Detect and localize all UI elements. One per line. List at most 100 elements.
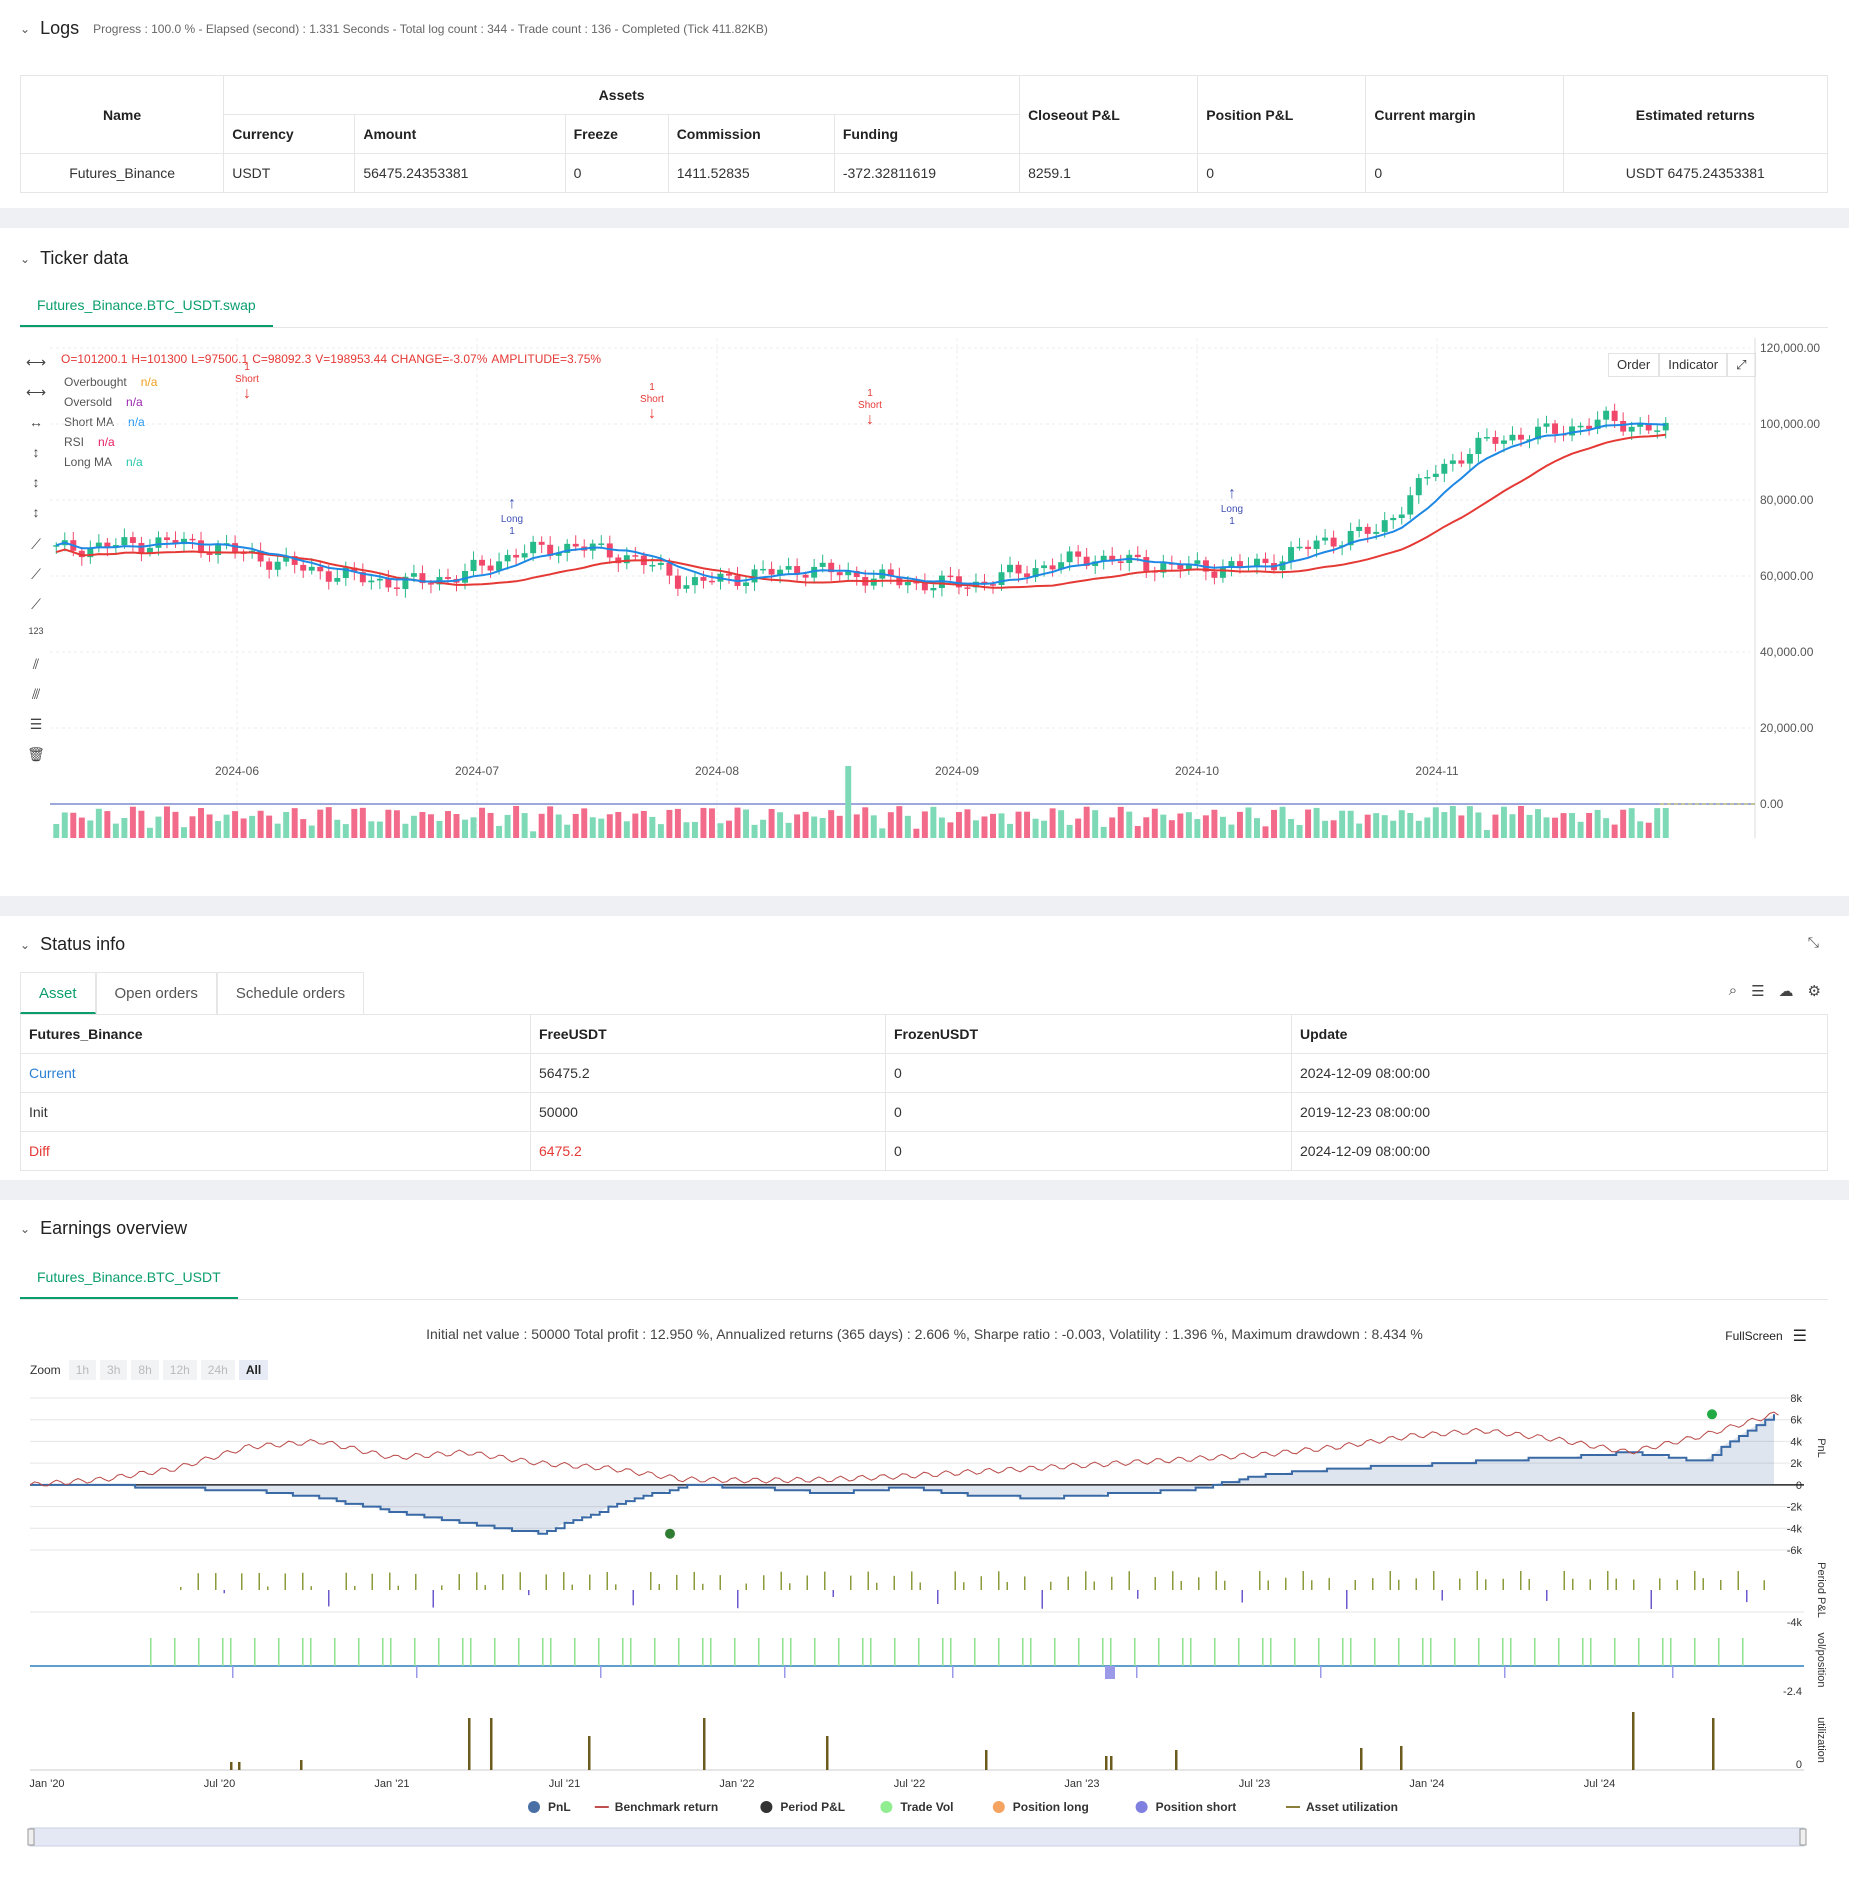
volume-bar xyxy=(1509,814,1516,838)
period-bar xyxy=(241,1573,243,1590)
period-bar xyxy=(1676,1579,1678,1590)
util-bar xyxy=(1632,1712,1635,1770)
legend-item[interactable]: Position long xyxy=(992,1800,1089,1814)
chevron-down-icon[interactable]: ⌄ xyxy=(20,251,31,266)
chevron-down-icon[interactable]: ⌄ xyxy=(20,937,31,952)
legend-item[interactable]: Long MA n/a xyxy=(64,452,157,472)
candle-body xyxy=(1313,540,1320,549)
zoom-3h[interactable]: 3h xyxy=(100,1360,128,1380)
legend-item[interactable]: Trade Vol xyxy=(880,1800,954,1814)
signal-qty: 1 xyxy=(509,526,515,537)
zoom-12h[interactable]: 12h xyxy=(162,1360,197,1380)
tab-asset[interactable]: Asset xyxy=(20,972,96,1014)
hamburger-icon[interactable]: ☰ xyxy=(1792,1328,1807,1345)
vertical-ray-icon[interactable]: ↕ xyxy=(32,444,40,460)
candle-body xyxy=(990,584,996,586)
volume-bar xyxy=(462,819,468,838)
trend-line-icon[interactable]: ⟋ xyxy=(31,536,41,552)
tab-schedule-orders[interactable]: Schedule orders xyxy=(216,972,365,1014)
indicator-button[interactable]: Indicator xyxy=(1659,353,1728,377)
candle-body xyxy=(691,577,698,586)
legend-item[interactable]: Position short xyxy=(1135,1800,1237,1814)
row-label[interactable]: Current xyxy=(20,1053,531,1093)
zoom-all[interactable]: All xyxy=(238,1360,269,1380)
logs-header[interactable]: ⌄ Logs Progress : 100.0 % - Elapsed (sec… xyxy=(20,18,768,39)
volume-bar xyxy=(743,809,750,838)
menu-icon[interactable]: ☰ xyxy=(1751,983,1765,1000)
zoom-24h[interactable]: 24h xyxy=(200,1360,235,1380)
cell-returns: USDT 6475.24353381 xyxy=(1562,153,1829,193)
ticker-header[interactable]: ⌄ Ticker data xyxy=(20,248,128,269)
fullscreen-button[interactable]: FullScreen xyxy=(1725,1329,1783,1343)
candlestick-chart[interactable]: 2024-06 2024-07 2024-08 2024-09 2024-10 2024-… xyxy=(50,338,1840,878)
status-header[interactable]: ⌄ Status info xyxy=(20,934,125,955)
legend-item[interactable]: Oversold n/a xyxy=(64,392,157,412)
legend-item[interactable]: Asset utilization xyxy=(1286,1800,1398,1814)
navigator-handle-right xyxy=(1799,1828,1807,1846)
legend-item[interactable]: Period P&L xyxy=(760,1800,845,1814)
cell-closeout: 8259.1 xyxy=(1019,153,1199,193)
period-bar xyxy=(1659,1578,1661,1590)
candle-body xyxy=(1458,460,1465,464)
fib-channel-icon[interactable]: ⫻ xyxy=(31,686,41,702)
cloud-download-icon[interactable]: ☁ xyxy=(1778,983,1794,1000)
signal-label: Long xyxy=(501,514,523,525)
tab-ticker-symbol[interactable]: Futures_Binance.BTC_USDT.swap xyxy=(20,285,273,327)
gear-icon[interactable]: ⚙ xyxy=(1807,983,1821,1000)
fullscreen-control[interactable]: FullScreen ☰ xyxy=(1725,1326,1807,1346)
collapse-icon[interactable]: ⤡ xyxy=(1807,934,1819,950)
candle-body xyxy=(1356,526,1363,531)
legend-item[interactable]: Short MA n/a xyxy=(64,412,157,432)
candle-body xyxy=(163,537,170,541)
legend-label: Benchmark return xyxy=(615,1800,718,1814)
period-bar xyxy=(1415,1578,1417,1590)
period-bar xyxy=(893,1575,895,1590)
tab-earnings-symbol[interactable]: Futures_Binance.BTC_USDT xyxy=(20,1257,238,1299)
legend-item[interactable]: Benchmark return xyxy=(594,1800,718,1814)
tab-open-orders[interactable]: Open orders xyxy=(95,972,217,1014)
trade-vol-bar xyxy=(1182,1638,1184,1666)
zoom-8h[interactable]: 8h xyxy=(131,1360,159,1380)
horizontal-segment-icon[interactable]: ↔ xyxy=(29,414,43,430)
earnings-chart[interactable]: 8k 6k 4k 2k 0 -2k -4k -6k -4k -2.4 0 PnL Period P&L v… xyxy=(0,1390,1849,1882)
parallel-channel-icon[interactable]: ⫽ xyxy=(32,656,40,672)
util-bar xyxy=(1400,1746,1403,1770)
legend-item[interactable]: RSI n/a xyxy=(64,432,157,452)
legend-item[interactable]: PnL xyxy=(528,1800,571,1814)
legend-item[interactable]: Overbought n/a xyxy=(64,372,157,392)
volume-bar xyxy=(70,812,77,838)
period-bar xyxy=(1050,1581,1052,1590)
fib-retracement-icon[interactable]: ☰ xyxy=(29,716,43,732)
volume-bar xyxy=(427,814,434,838)
vertical-segment-icon[interactable]: ↕ xyxy=(32,504,40,520)
ray-line-icon[interactable]: ⟋ xyxy=(31,566,41,582)
vertical-line-icon[interactable]: ↕ xyxy=(32,474,40,490)
trade-vol-bar xyxy=(1374,1638,1376,1666)
legend-label: Period P&L xyxy=(780,1800,845,1814)
zoom-1h[interactable]: 1h xyxy=(68,1360,97,1380)
volume-bar xyxy=(734,807,741,838)
order-button[interactable]: Order xyxy=(1608,353,1660,377)
candle-body xyxy=(1024,573,1031,578)
segment-line-icon[interactable]: ⟋ xyxy=(31,596,41,612)
chevron-down-icon[interactable]: ⌄ xyxy=(20,1221,31,1236)
horizontal-line-icon[interactable]: ⟷ xyxy=(26,384,47,400)
search-icon[interactable]: ⌕ xyxy=(1728,982,1738,999)
candle-body xyxy=(1049,565,1056,570)
volume-bar xyxy=(479,807,486,838)
earnings-header[interactable]: ⌄ Earnings overview xyxy=(20,1218,187,1239)
price-line-icon[interactable]: 123 xyxy=(28,626,44,636)
volume-bar xyxy=(1313,807,1320,838)
chevron-down-icon[interactable]: ⌄ xyxy=(20,21,31,36)
trade-vol-bar xyxy=(734,1638,736,1666)
legend-label: Asset utilization xyxy=(1306,1800,1398,1814)
logs-summary: Progress : 100.0 % - Elapsed (second) : … xyxy=(93,21,768,36)
trash-icon[interactable]: 🗑 xyxy=(27,746,45,762)
expand-icon[interactable]: ⤢ xyxy=(1727,353,1756,377)
trade-vol-bar xyxy=(1054,1638,1056,1666)
candle-body xyxy=(300,564,307,571)
horizontal-ray-icon[interactable]: ⟷ xyxy=(26,354,47,370)
period-bar xyxy=(980,1576,982,1590)
position-short-bar xyxy=(600,1666,602,1678)
candle-body xyxy=(870,578,877,586)
